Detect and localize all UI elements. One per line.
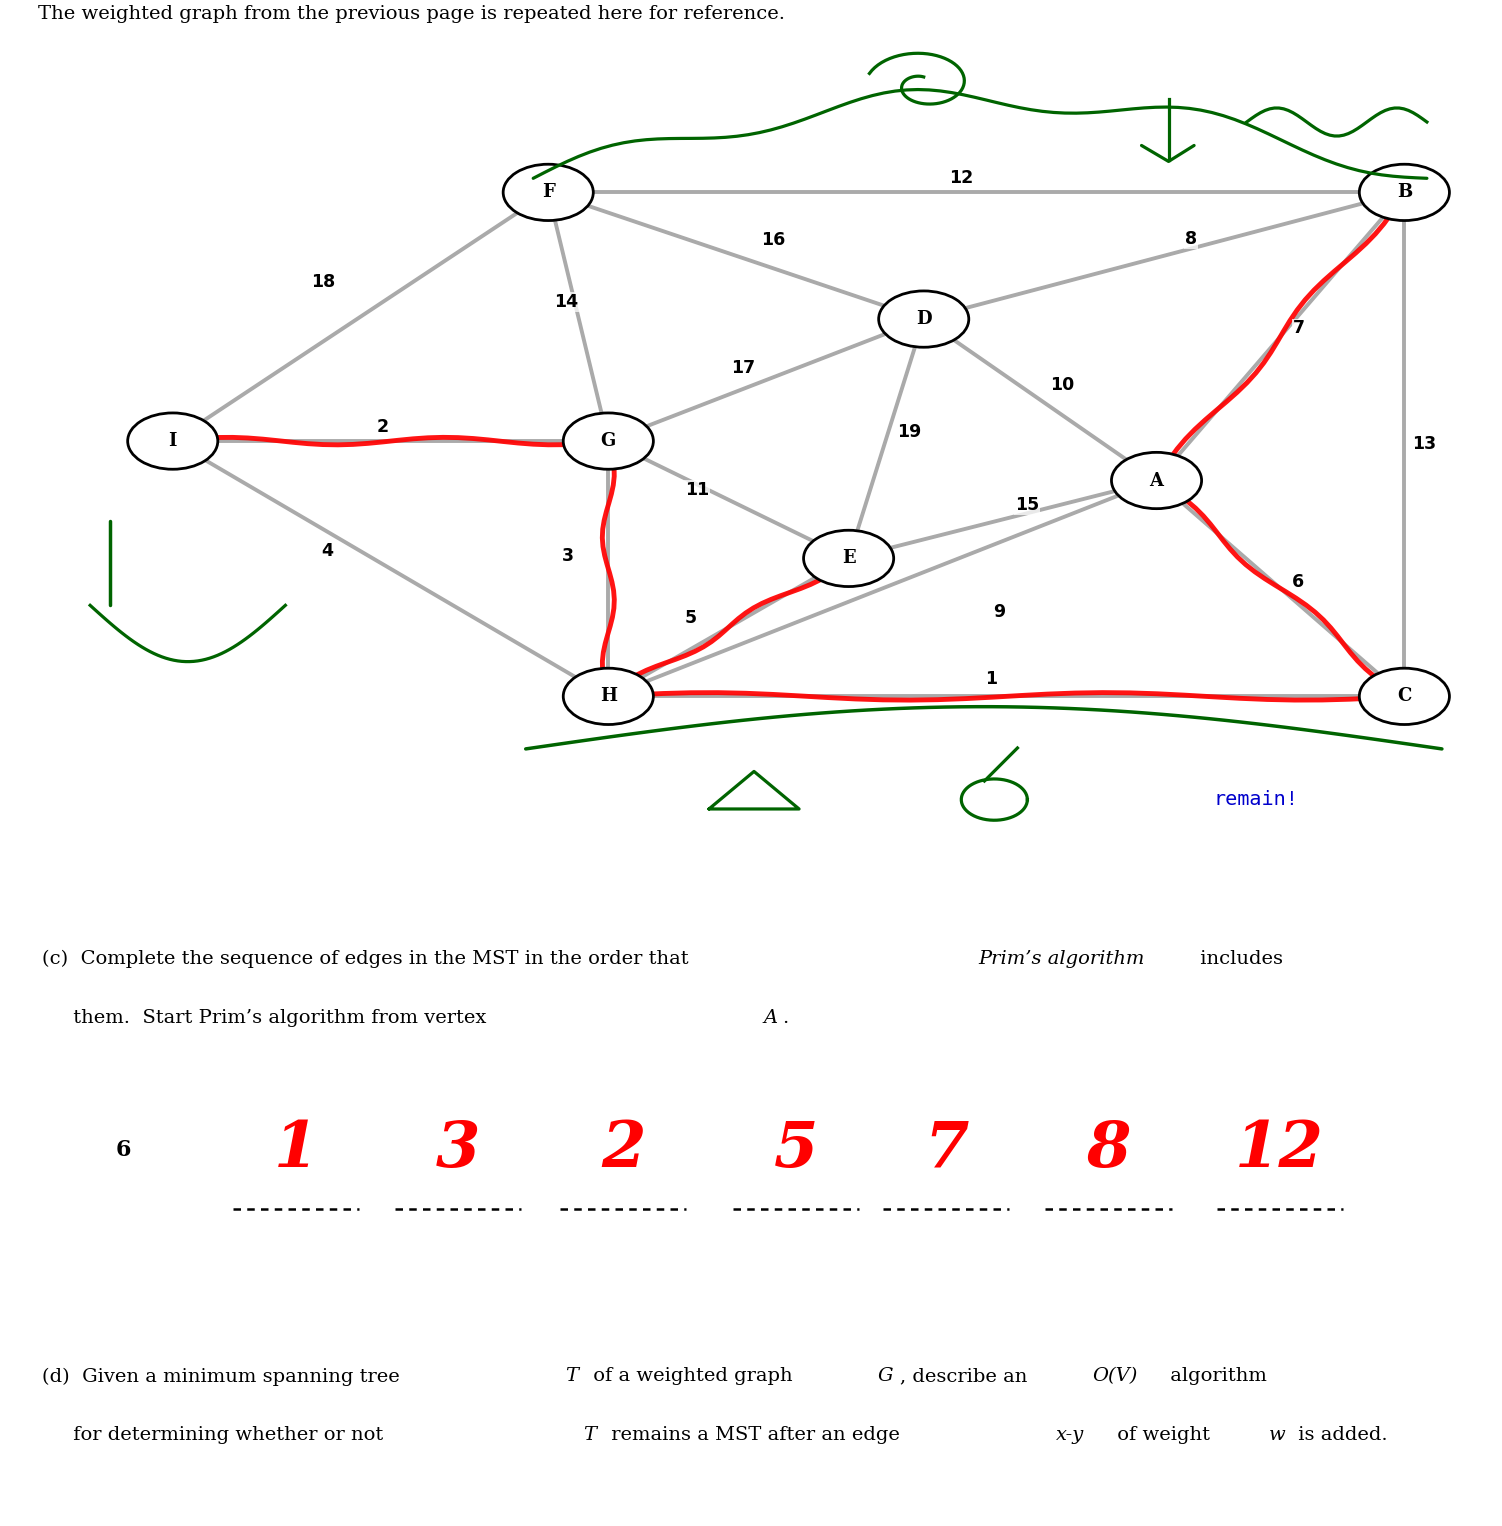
Text: x-y: x-y bbox=[1056, 1427, 1084, 1444]
Text: 9: 9 bbox=[993, 603, 1005, 621]
Text: 7: 7 bbox=[924, 1119, 969, 1181]
Text: 11: 11 bbox=[685, 481, 709, 499]
Text: H: H bbox=[599, 687, 617, 705]
Circle shape bbox=[503, 165, 593, 221]
Text: 2: 2 bbox=[377, 418, 389, 436]
Circle shape bbox=[128, 414, 218, 468]
Text: I: I bbox=[168, 432, 177, 450]
Text: w: w bbox=[1269, 1427, 1286, 1444]
Text: remains a MST after an edge: remains a MST after an edge bbox=[605, 1427, 906, 1444]
Text: 2: 2 bbox=[601, 1119, 646, 1181]
Text: 16: 16 bbox=[762, 232, 786, 249]
Text: C: C bbox=[1397, 687, 1412, 705]
Circle shape bbox=[1111, 452, 1202, 508]
Text: includes: includes bbox=[1194, 951, 1283, 967]
Text: T: T bbox=[565, 1367, 578, 1386]
Text: G: G bbox=[601, 432, 616, 450]
Text: G: G bbox=[877, 1367, 892, 1386]
Text: 15: 15 bbox=[1015, 496, 1039, 514]
Text: .: . bbox=[783, 1009, 789, 1027]
Circle shape bbox=[1359, 668, 1449, 725]
Text: 1: 1 bbox=[985, 670, 997, 688]
Text: of a weighted graph: of a weighted graph bbox=[587, 1367, 799, 1386]
Text: 13: 13 bbox=[1412, 435, 1436, 453]
Circle shape bbox=[563, 668, 653, 725]
Text: (d)  Given a minimum spanning tree: (d) Given a minimum spanning tree bbox=[42, 1367, 406, 1386]
Text: D: D bbox=[916, 310, 931, 328]
Text: is added.: is added. bbox=[1292, 1427, 1388, 1444]
Text: 8: 8 bbox=[1185, 230, 1197, 249]
Text: 12: 12 bbox=[949, 169, 973, 188]
Text: The weighted graph from the previous page is repeated here for reference.: The weighted graph from the previous pag… bbox=[38, 5, 784, 23]
Text: 7: 7 bbox=[1293, 319, 1305, 337]
Text: , describe an: , describe an bbox=[900, 1367, 1033, 1386]
Text: F: F bbox=[542, 183, 554, 201]
Text: O(V): O(V) bbox=[1092, 1367, 1137, 1386]
Text: algorithm: algorithm bbox=[1164, 1367, 1266, 1386]
Circle shape bbox=[879, 291, 969, 348]
Text: for determining whether or not: for determining whether or not bbox=[42, 1427, 389, 1444]
Text: 6: 6 bbox=[116, 1138, 131, 1161]
Text: 5: 5 bbox=[774, 1119, 819, 1181]
Text: B: B bbox=[1397, 183, 1412, 201]
Text: of weight: of weight bbox=[1111, 1427, 1217, 1444]
Text: 3: 3 bbox=[562, 546, 574, 565]
Text: 5: 5 bbox=[685, 609, 697, 627]
Text: E: E bbox=[841, 549, 856, 568]
Text: 8: 8 bbox=[1086, 1119, 1131, 1181]
Circle shape bbox=[563, 414, 653, 468]
Text: Prim’s algorithm: Prim’s algorithm bbox=[978, 951, 1145, 967]
Text: 3: 3 bbox=[436, 1119, 481, 1181]
Text: 1: 1 bbox=[273, 1119, 318, 1181]
Circle shape bbox=[1359, 165, 1449, 221]
Text: A: A bbox=[1149, 472, 1164, 490]
Text: 6: 6 bbox=[1292, 572, 1304, 591]
Text: 14: 14 bbox=[554, 293, 578, 311]
Text: T: T bbox=[583, 1427, 596, 1444]
Text: A: A bbox=[763, 1009, 777, 1027]
Text: 18: 18 bbox=[311, 273, 335, 290]
Text: 4: 4 bbox=[321, 542, 333, 560]
Text: 17: 17 bbox=[731, 359, 756, 377]
Text: 19: 19 bbox=[897, 423, 921, 441]
Text: (c)  Complete the sequence of edges in the MST in the order that: (c) Complete the sequence of edges in th… bbox=[42, 951, 695, 969]
Text: 10: 10 bbox=[1050, 375, 1074, 394]
Circle shape bbox=[804, 530, 894, 586]
Text: 12: 12 bbox=[1235, 1119, 1325, 1181]
Text: remain!: remain! bbox=[1214, 790, 1299, 809]
Text: them.  Start Prim’s algorithm from vertex: them. Start Prim’s algorithm from vertex bbox=[42, 1009, 493, 1027]
